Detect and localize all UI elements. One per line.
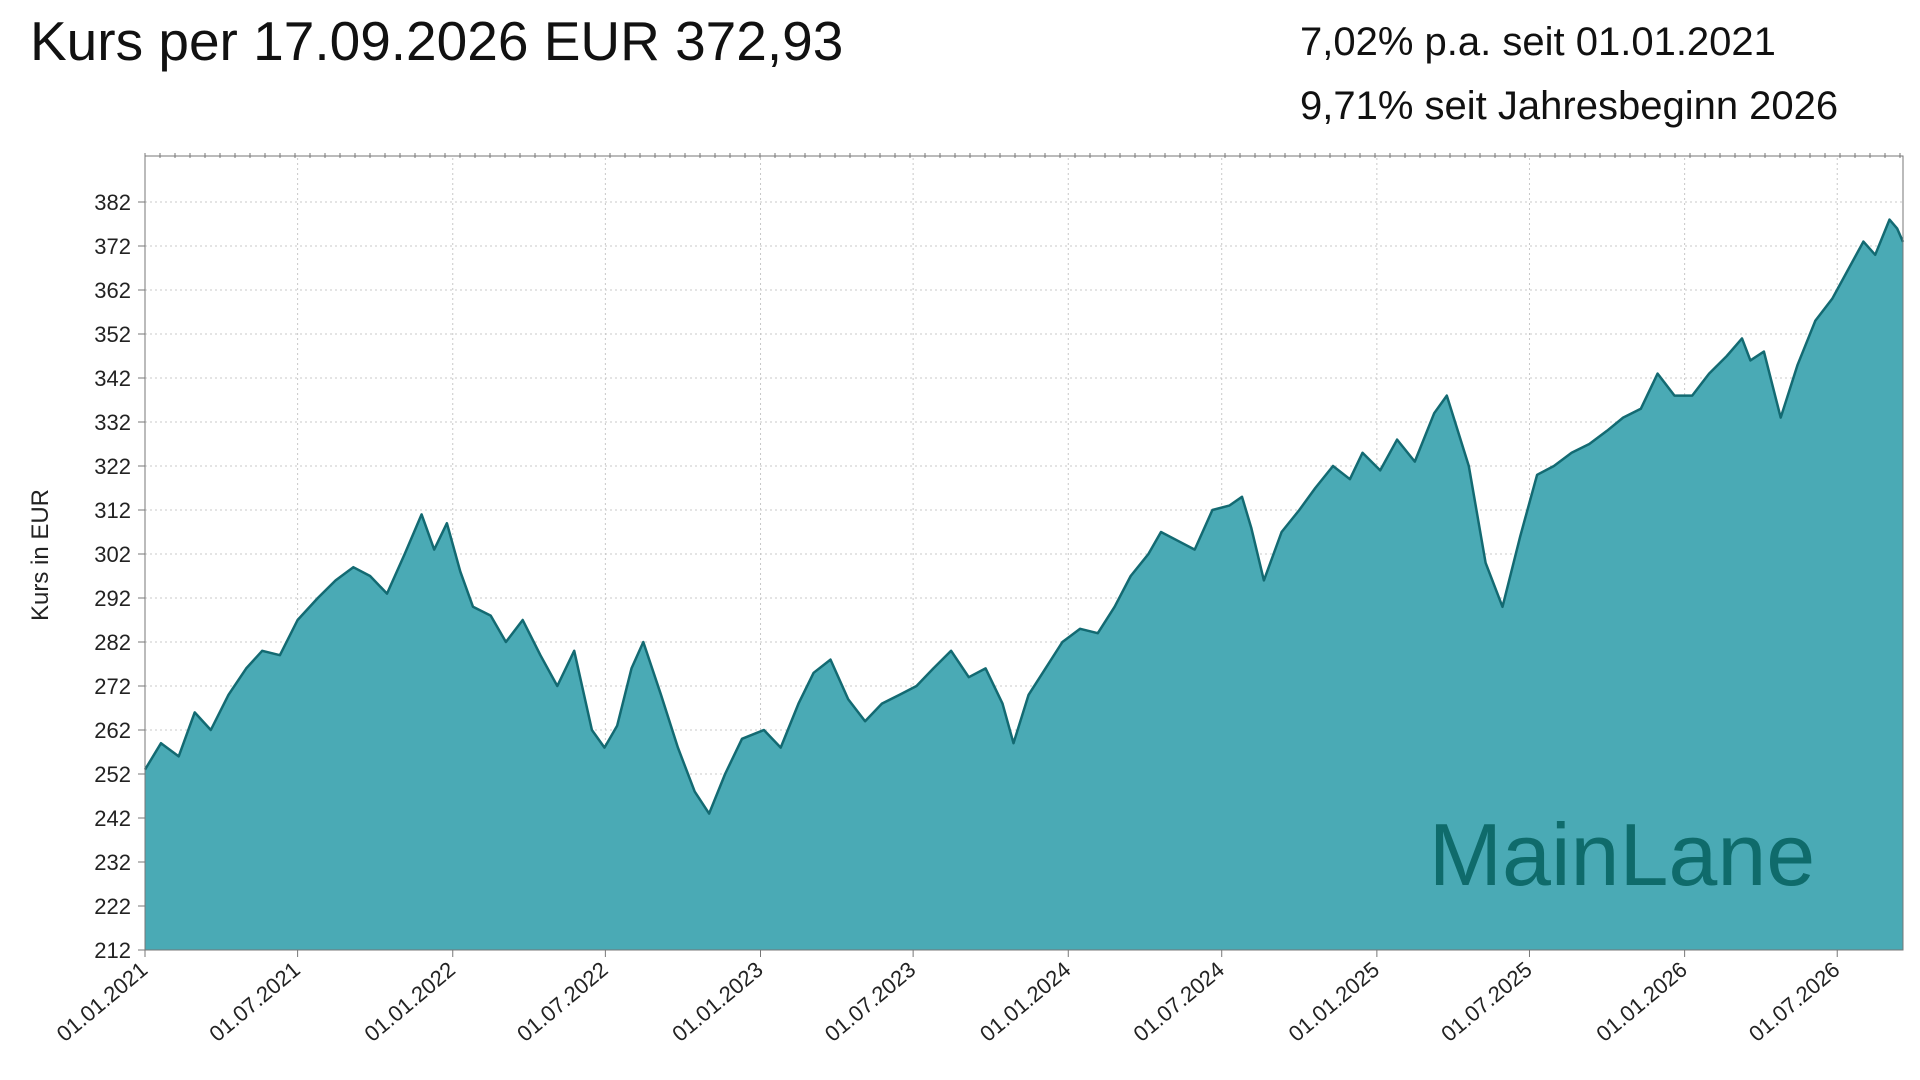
x-tick-label: 01.01.2022: [360, 957, 460, 1047]
y-tick-label: 222: [94, 894, 131, 919]
y-tick-label: 212: [94, 938, 131, 963]
y-tick-label: 242: [94, 806, 131, 831]
plot-frame: [144, 155, 1904, 951]
x-axis-ticks: 01.01.2021 01.07.2021 01.01.2022 01.07.2022…: [52, 950, 1844, 1047]
x-tick-label: 01.07.2026: [1744, 957, 1844, 1047]
x-tick-label: 01.01.2026: [1591, 957, 1691, 1047]
x-tick-label: 01.07.2022: [512, 957, 612, 1047]
y-tick-label: 232: [94, 850, 131, 875]
x-tick-label: 01.01.2023: [667, 957, 767, 1047]
x-tick-label: 01.01.2021: [52, 957, 152, 1047]
y-tick-label: 282: [94, 630, 131, 655]
performance-stats: 7,02% p.a. seit 01.01.2021 9,71% seit Ja…: [1300, 10, 1838, 138]
y-tick-label: 332: [94, 410, 131, 435]
y-tick-label: 382: [94, 190, 131, 215]
y-tick-label: 272: [94, 674, 131, 699]
y-tick-label: 322: [94, 454, 131, 479]
x-tick-label: 01.07.2023: [820, 957, 920, 1047]
watermark-logo: MainLane: [1429, 805, 1816, 904]
y-tick-label: 362: [94, 278, 131, 303]
x-tick-label: 01.01.2024: [975, 957, 1075, 1047]
x-tick-label: 01.01.2025: [1284, 957, 1384, 1047]
price-area: [145, 219, 1903, 951]
page-title: Kurs per 17.09.2026 EUR 372,93: [30, 10, 844, 72]
x-tick-label: 01.07.2025: [1436, 957, 1536, 1047]
price-line: [143, 218, 1905, 815]
y-tick-label: 252: [94, 762, 131, 787]
y-tick-label: 302: [94, 542, 131, 567]
y-tick-label: 342: [94, 366, 131, 391]
stat-ytd-return: 9,71% seit Jahresbeginn 2026: [1300, 84, 1839, 128]
y-tick-label: 372: [94, 234, 131, 259]
x-tick-label: 01.07.2021: [204, 957, 304, 1047]
x-tick-label: 01.07.2024: [1129, 957, 1229, 1047]
y-tick-label: 312: [94, 498, 131, 523]
y-tick-label: 262: [94, 718, 131, 743]
y-axis-ticks: 212 222 232 242 252 262 272 282 292 302 312 322 332 3…: [94, 190, 145, 963]
y-tick-label: 352: [94, 322, 131, 347]
stat-annual-return: 7,02% p.a. seit 01.01.2021: [1300, 20, 1776, 64]
y-axis-label: Kurs in EUR: [27, 489, 54, 621]
y-tick-label: 292: [94, 586, 131, 611]
